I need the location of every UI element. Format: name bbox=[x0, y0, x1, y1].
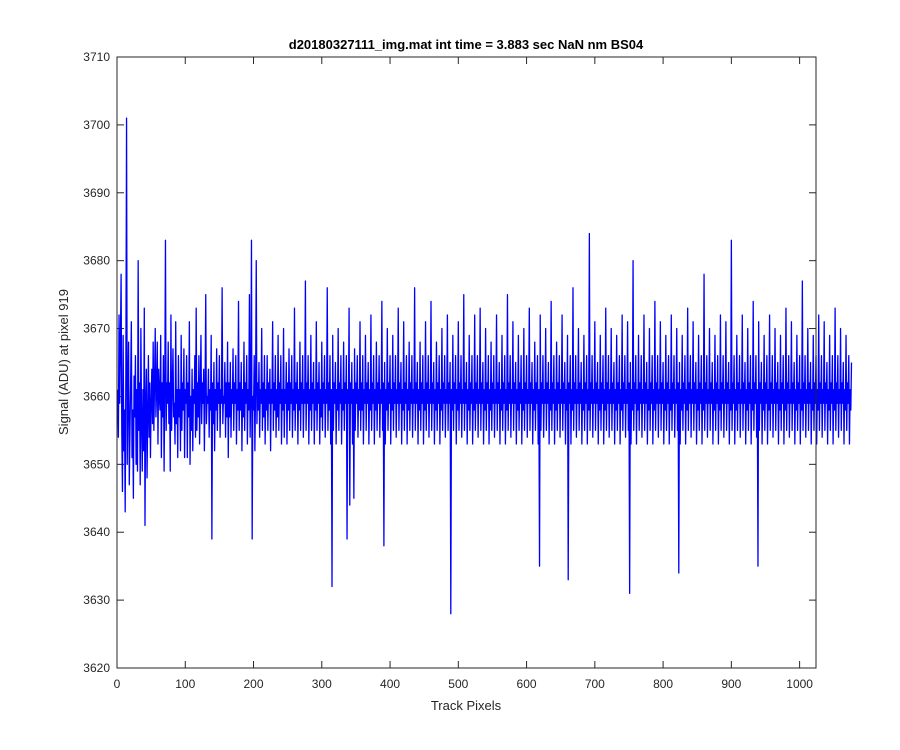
y-tick-label: 3650 bbox=[83, 457, 110, 471]
y-tick-label: 3660 bbox=[83, 389, 110, 403]
y-axis-tick-labels: 3620 3630 3640 3650 3660 3670 3680 3690 3700 3710 bbox=[83, 50, 110, 675]
x-tick-label: 0 bbox=[114, 677, 121, 691]
x-tick-label: 700 bbox=[585, 677, 605, 691]
y-axis-label: Signal (ADU) at pixel 919 bbox=[56, 289, 71, 435]
x-axis-tick-labels: 0 100 200 300 400 500 600 700 800 900 1000 bbox=[114, 677, 814, 691]
axes-box bbox=[116, 56, 817, 669]
x-tick-label: 200 bbox=[244, 677, 264, 691]
y-tick-label: 3680 bbox=[83, 254, 110, 268]
x-tick-label: 300 bbox=[312, 677, 332, 691]
x-tick-label: 1000 bbox=[786, 677, 813, 691]
x-axis-label: Track Pixels bbox=[431, 698, 502, 713]
y-tick-label: 3630 bbox=[83, 593, 110, 607]
y-tick-label: 3700 bbox=[83, 118, 110, 132]
x-tick-label: 600 bbox=[517, 677, 537, 691]
x-tick-label: 100 bbox=[175, 677, 195, 691]
x-tick-label: 500 bbox=[448, 677, 468, 691]
y-tick-label: 3690 bbox=[83, 186, 110, 200]
x-tick-label: 800 bbox=[653, 677, 673, 691]
y-tick-label: 3670 bbox=[83, 322, 110, 336]
signal-series-line bbox=[117, 117, 853, 615]
x-tick-label: 400 bbox=[380, 677, 400, 691]
chart-title: d20180327111_img.mat int time = 3.883 se… bbox=[289, 37, 644, 52]
y-tick-label: 3640 bbox=[83, 525, 110, 539]
y-tick-label: 3710 bbox=[83, 50, 110, 64]
x-tick-label: 900 bbox=[721, 677, 741, 691]
y-tick-label: 3620 bbox=[83, 661, 110, 675]
